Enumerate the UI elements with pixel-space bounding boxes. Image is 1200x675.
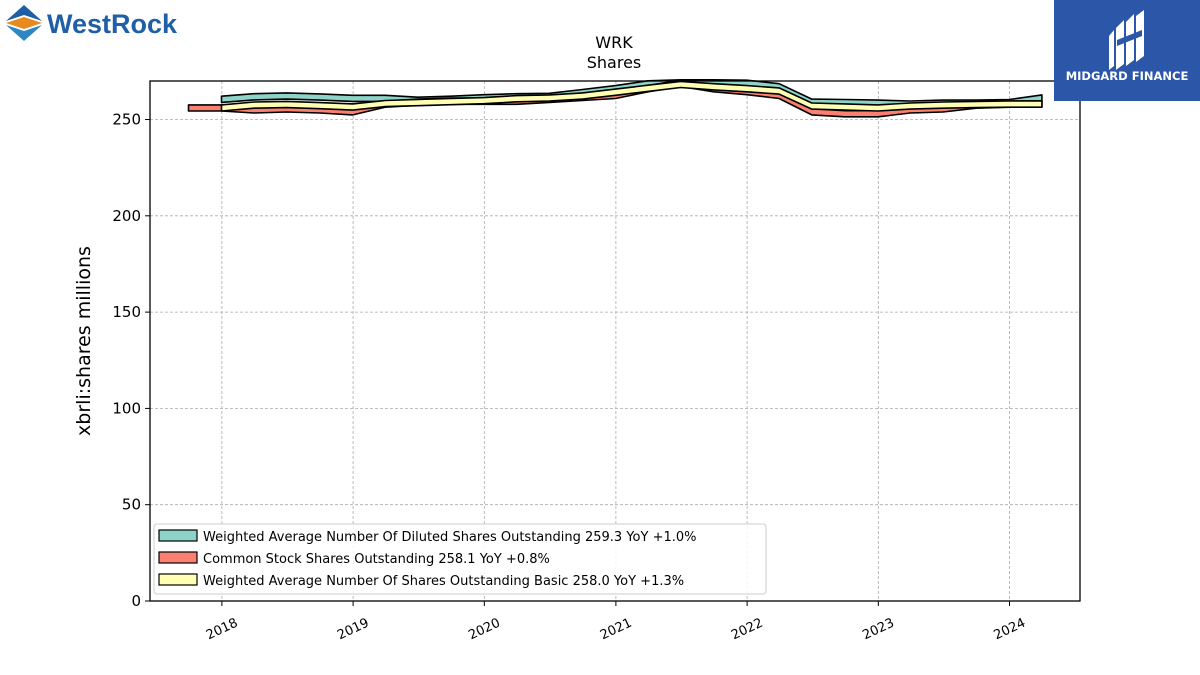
westrock-logo-icon bbox=[6, 5, 42, 41]
legend-swatch-basic bbox=[158, 573, 198, 586]
x-tick-label: 2019 bbox=[335, 616, 371, 644]
legend-label-basic: Weighted Average Number Of Shares Outsta… bbox=[203, 574, 684, 589]
y-tick-label: 250 bbox=[112, 111, 141, 129]
y-tick-label: 200 bbox=[112, 207, 141, 225]
y-axis-label: xbrli:shares millions bbox=[73, 246, 95, 436]
x-tick-label: 2022 bbox=[729, 616, 765, 644]
plot-frame bbox=[149, 80, 1081, 602]
midgard-finance-logo: MIDGARD FINANCE bbox=[1054, 0, 1200, 101]
midgard-logo-text: MIDGARD FINANCE bbox=[1066, 69, 1189, 83]
midgard-logo-icon bbox=[1109, 10, 1144, 70]
legend-label-diluted: Weighted Average Number Of Diluted Share… bbox=[203, 530, 697, 545]
legend-label-common: Common Stock Shares Outstanding 258.1 Yo… bbox=[203, 552, 550, 567]
legend-swatch-common bbox=[158, 551, 198, 564]
y-tick-label: 100 bbox=[112, 399, 141, 417]
y-tick-label: 150 bbox=[112, 303, 141, 321]
chart-subtitle: Shares bbox=[587, 53, 642, 72]
westrock-logo: WestRock bbox=[4, 3, 184, 45]
legend-box bbox=[153, 523, 767, 595]
legend: Weighted Average Number Of Diluted Share… bbox=[153, 523, 767, 595]
series-area-basic bbox=[220, 80, 1043, 112]
x-tick-label: 2020 bbox=[466, 616, 502, 644]
chart-title: WRK bbox=[595, 33, 633, 52]
series-areas bbox=[187, 79, 1043, 118]
westrock-logo-text: WestRock bbox=[47, 9, 178, 39]
legend-swatch-diluted bbox=[158, 529, 198, 542]
y-tick-label: 50 bbox=[122, 496, 141, 514]
grid bbox=[150, 81, 1080, 602]
y-tick-label: 0 bbox=[131, 592, 141, 610]
x-tick-label: 2018 bbox=[204, 616, 240, 644]
x-tick-label: 2023 bbox=[860, 616, 896, 644]
x-tick-label: 2024 bbox=[992, 616, 1028, 644]
x-tick-label: 2021 bbox=[598, 616, 634, 644]
